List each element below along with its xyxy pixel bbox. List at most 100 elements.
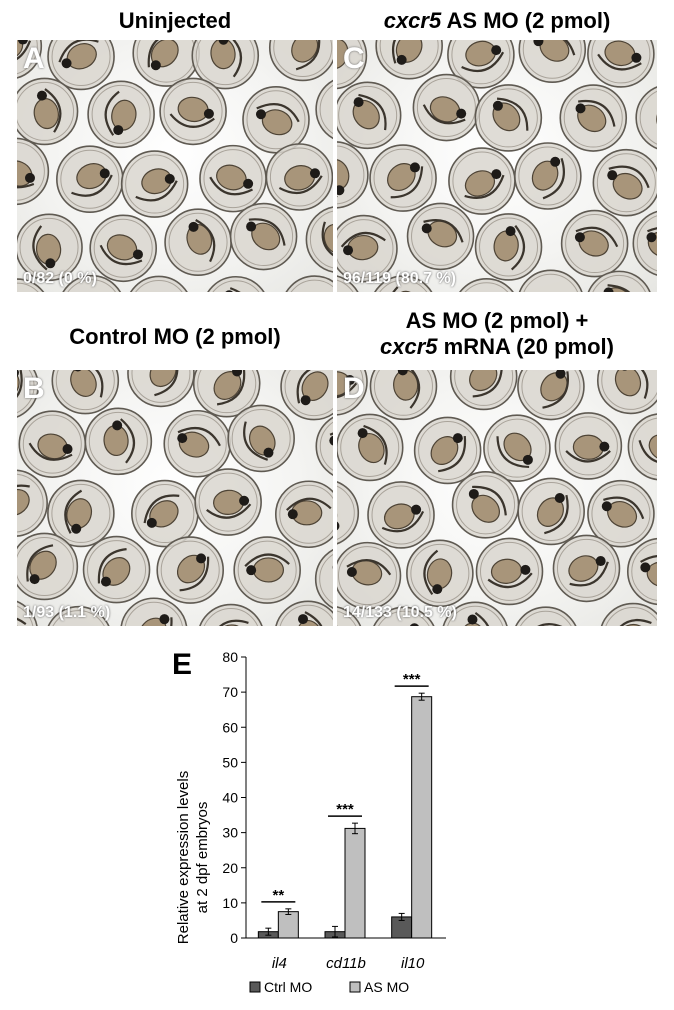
panel-b-count: 1/93 (1.1 %) — [23, 604, 111, 621]
embryo — [194, 468, 262, 536]
panel-b-title: Control MO (2 pmol) — [69, 324, 281, 349]
panel-a-letter: A — [23, 42, 45, 75]
embryo — [17, 278, 45, 292]
embryo — [518, 269, 583, 292]
embryo — [367, 481, 435, 549]
embryo — [199, 603, 263, 626]
embryo — [285, 275, 333, 292]
embryo — [587, 40, 655, 88]
embryo — [192, 370, 261, 418]
embryo — [156, 536, 225, 604]
embryo — [337, 541, 402, 610]
category-label: il4 — [272, 955, 287, 972]
embryo — [554, 412, 623, 480]
embryo — [369, 144, 437, 212]
embryo — [515, 606, 577, 626]
embryo — [337, 214, 398, 283]
y-tick-label: 50 — [222, 754, 238, 770]
embryo — [449, 370, 518, 411]
embryo — [517, 477, 585, 546]
embryo — [475, 537, 544, 606]
embryo — [127, 370, 195, 408]
significance-label: ** — [272, 887, 284, 904]
embryo — [514, 142, 582, 210]
legend-label-ctrl-mo: Ctrl MO — [264, 979, 312, 995]
embryo — [337, 370, 368, 416]
embryo — [47, 479, 115, 548]
bar-chart: 0 10 20 30 40 50 60 70 80 Relative expression lev… — [175, 649, 446, 995]
embryo — [274, 480, 333, 549]
panel-d-count: 14/133 (10.5 %) — [343, 604, 457, 621]
embryo — [626, 537, 657, 606]
embryo — [17, 213, 83, 282]
embryo — [315, 416, 333, 476]
embryo — [373, 606, 435, 626]
embryo — [280, 370, 333, 421]
embryo — [413, 416, 482, 485]
y-tick-label: 80 — [222, 649, 238, 665]
embryo — [17, 600, 38, 626]
embryo — [474, 84, 543, 152]
embryo — [406, 202, 475, 271]
embryo — [163, 409, 232, 478]
panel-a-title: Uninjected — [118, 8, 232, 33]
embryo — [233, 536, 301, 604]
embryo — [374, 275, 433, 292]
embryo — [632, 210, 657, 276]
panel-b-letter: B — [23, 372, 45, 405]
significance-label: *** — [403, 671, 421, 688]
y-tick-label: 40 — [222, 790, 238, 806]
bar-as-mo-il4 — [277, 911, 299, 939]
embryo — [17, 137, 50, 206]
embryo — [337, 413, 404, 482]
embryo — [587, 270, 651, 292]
legend-swatch-ctrl-mo — [249, 981, 261, 993]
embryo — [62, 274, 122, 292]
embryo — [483, 414, 551, 482]
embryo — [375, 40, 443, 80]
embryo — [627, 413, 657, 481]
embryo — [51, 370, 120, 415]
embryo — [474, 213, 543, 281]
embryo — [47, 40, 115, 91]
panel-e-letter: E — [172, 648, 193, 681]
panel-c-letter: C — [343, 42, 365, 75]
embryo — [447, 40, 515, 89]
embryo — [82, 535, 151, 604]
embryo — [17, 370, 39, 418]
embryo — [47, 605, 110, 626]
embryo — [559, 84, 628, 152]
panel-b-image: B 1/93 (1.1 %) — [17, 370, 333, 626]
embryo — [337, 40, 368, 90]
embryo — [442, 601, 508, 626]
y-axis-label: Relative expression levels at 2 dpf embry… — [175, 771, 211, 944]
embryo — [159, 77, 227, 146]
embryo — [518, 40, 587, 84]
embryo — [17, 40, 43, 79]
y-tick-label: 0 — [230, 930, 238, 946]
embryo — [129, 275, 188, 292]
embryo — [229, 202, 298, 271]
embryo — [337, 481, 360, 545]
embryo — [18, 410, 87, 478]
y-tick-label: 60 — [222, 719, 238, 735]
embryo — [164, 208, 232, 277]
embryo — [207, 275, 265, 292]
embryo — [265, 143, 333, 211]
panel-c-image: C 96/119 (80.7 %) — [337, 40, 657, 292]
panel-c-title: cxcr5 AS MO (2 pmol) — [383, 8, 611, 33]
y-tick-label: 30 — [222, 825, 238, 841]
panel-d-letter: D — [343, 372, 365, 405]
embryo — [17, 532, 79, 601]
category-label: il10 — [401, 955, 425, 972]
panel-d-image: D 14/133 (10.5 %) — [337, 370, 657, 626]
embryo — [337, 275, 359, 292]
legend-label-as-mo: AS MO — [364, 979, 409, 995]
embryo — [87, 80, 155, 149]
embryo — [552, 534, 621, 603]
panel-c-count: 96/119 (80.7 %) — [343, 270, 456, 287]
embryo — [120, 150, 189, 218]
y-tick-label: 70 — [222, 684, 238, 700]
embryo — [560, 209, 629, 278]
y-tick-label: 10 — [222, 895, 238, 911]
